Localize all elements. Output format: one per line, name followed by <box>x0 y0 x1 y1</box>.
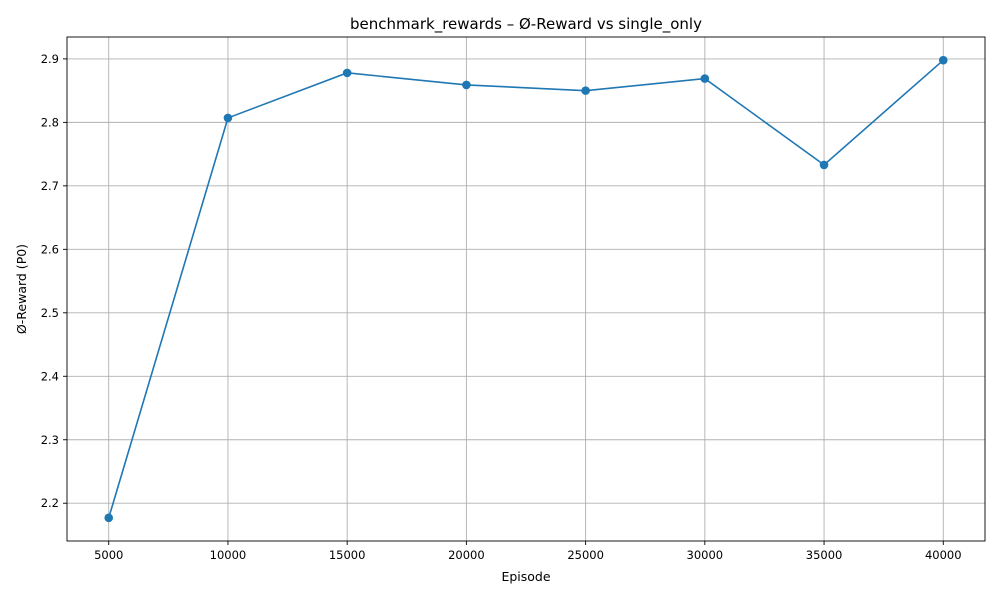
x-tick-label: 5000 <box>94 548 123 562</box>
y-tick-label: 2.7 <box>41 179 59 193</box>
y-axis-label: Ø-Reward (P0) <box>14 244 29 334</box>
x-tick-label: 25000 <box>567 548 604 562</box>
y-tick-label: 2.8 <box>41 115 59 129</box>
y-tick-label: 2.5 <box>41 306 59 320</box>
x-tick-label: 15000 <box>329 548 366 562</box>
x-axis-label: Episode <box>501 569 550 584</box>
x-tick-label: 40000 <box>925 548 962 562</box>
y-tick-label: 2.4 <box>41 369 59 383</box>
data-point <box>819 160 829 170</box>
y-tick-label: 2.3 <box>41 433 59 447</box>
x-tick-label: 35000 <box>806 548 843 562</box>
data-point <box>223 113 233 123</box>
x-tick-label: 20000 <box>448 548 485 562</box>
data-point <box>938 55 948 65</box>
y-tick-label: 2.9 <box>41 52 59 66</box>
x-tick-label: 10000 <box>210 548 247 562</box>
data-point <box>462 80 471 90</box>
axis-ticks: 5000 10000 15000 20000 25000 30000 35000 40000 2… <box>41 52 962 562</box>
x-tick-label: 30000 <box>687 548 724 562</box>
grid-lines <box>67 37 985 541</box>
data-point <box>104 513 114 523</box>
plot-frame <box>66 36 986 542</box>
y-tick-label: 2.2 <box>41 496 59 510</box>
chart-title: benchmark_rewards – Ø-Reward vs single_o… <box>350 15 702 34</box>
data-point <box>700 74 710 83</box>
y-tick-label: 2.6 <box>41 242 59 256</box>
series-line <box>107 59 944 519</box>
data-point <box>581 86 590 95</box>
data-point <box>342 68 352 78</box>
series-layer <box>104 55 948 523</box>
